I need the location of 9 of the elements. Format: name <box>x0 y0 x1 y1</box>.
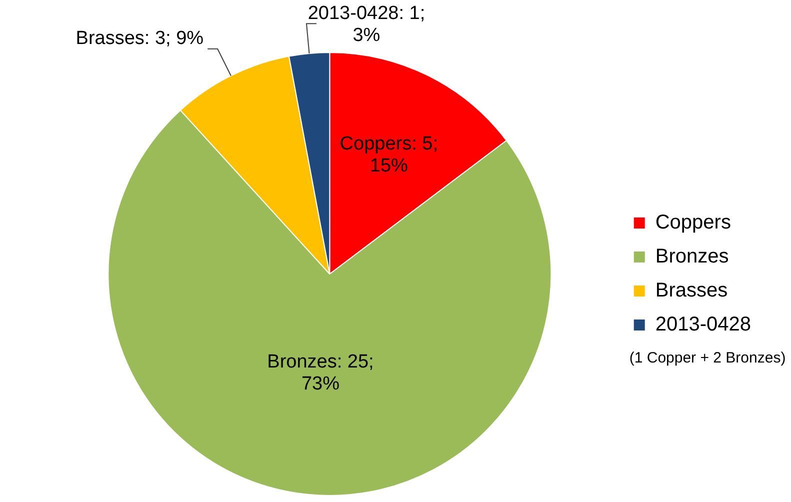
data-label: 2013-0428: 1; 3% <box>308 2 426 46</box>
data-label: Brasses: 3; 9% <box>76 28 204 50</box>
text: (1 Copper + 2 Bronzes) <box>629 350 786 367</box>
data-label: Coppers: 5; 15% <box>340 133 438 176</box>
legend-label: Bronzes <box>655 246 729 268</box>
legend-label: Coppers <box>655 212 731 234</box>
legend-label: 2013-0428 <box>655 314 752 336</box>
legend-label: Brasses <box>655 280 728 302</box>
data-label: Bronzes: 25; 73% <box>267 351 374 394</box>
